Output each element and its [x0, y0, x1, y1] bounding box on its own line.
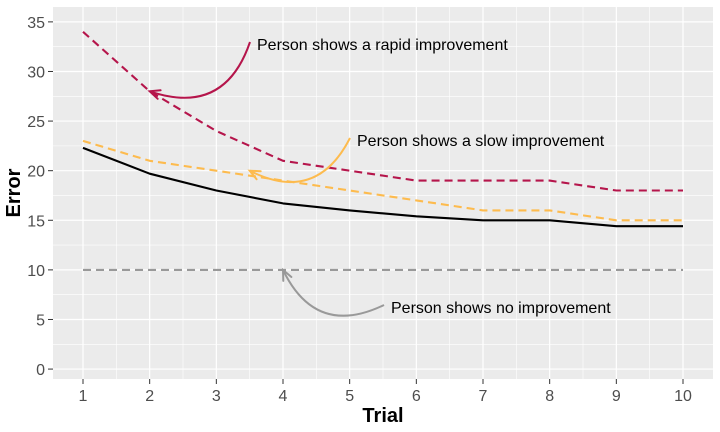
- x-tick-label: 1: [79, 388, 88, 405]
- y-axis-title: Error: [3, 168, 25, 217]
- x-tick-label: 6: [412, 388, 421, 405]
- annotation-arrow: [149, 41, 251, 99]
- x-tick-label: 2: [145, 388, 154, 405]
- grid-lines: [53, 7, 713, 379]
- y-tick-label: 10: [27, 263, 45, 280]
- annotation-arrow: [282, 269, 385, 317]
- annotation-label: Person shows no improvement: [391, 300, 611, 317]
- x-tick-label: 7: [479, 388, 488, 405]
- annotation-label: Person shows a rapid improvement: [257, 37, 508, 54]
- y-tick-label: 0: [36, 362, 45, 379]
- y-tick-label: 5: [36, 312, 45, 329]
- annotation-arrows: [147, 41, 385, 317]
- x-tick-label: 3: [212, 388, 221, 405]
- series-line-average: [82, 146, 683, 228]
- y-tick-label: 15: [27, 213, 45, 230]
- x-tick-label: 4: [279, 388, 288, 405]
- annotation-label: Person shows a slow improvement: [357, 133, 605, 150]
- annotation-arrowhead: [281, 267, 293, 282]
- x-tick-label: 10: [674, 388, 692, 405]
- x-tick-label: 5: [345, 388, 354, 405]
- y-tick-label: 20: [27, 164, 45, 181]
- y-tick-label: 35: [27, 15, 45, 32]
- annotation-arrow: [249, 137, 351, 184]
- annotation-labels: Person shows a rapid improvement Person s…: [257, 37, 611, 317]
- series-line-rapid: [82, 31, 683, 192]
- y-tick-label: 30: [27, 64, 45, 81]
- axes: 1 2 3 4 5 6 7 8 9 10 0 5 10 15 20 25 30 35: [27, 15, 692, 405]
- y-tick-label: 25: [27, 114, 45, 131]
- x-tick-label: 9: [612, 388, 621, 405]
- series-line-slow: [82, 139, 683, 222]
- series-lines: [82, 31, 683, 271]
- annotation-arrowhead: [147, 89, 162, 100]
- x-axis-title: Trial: [362, 405, 403, 427]
- annotation-arrowhead: [247, 169, 262, 181]
- x-tick-label: 8: [545, 388, 554, 405]
